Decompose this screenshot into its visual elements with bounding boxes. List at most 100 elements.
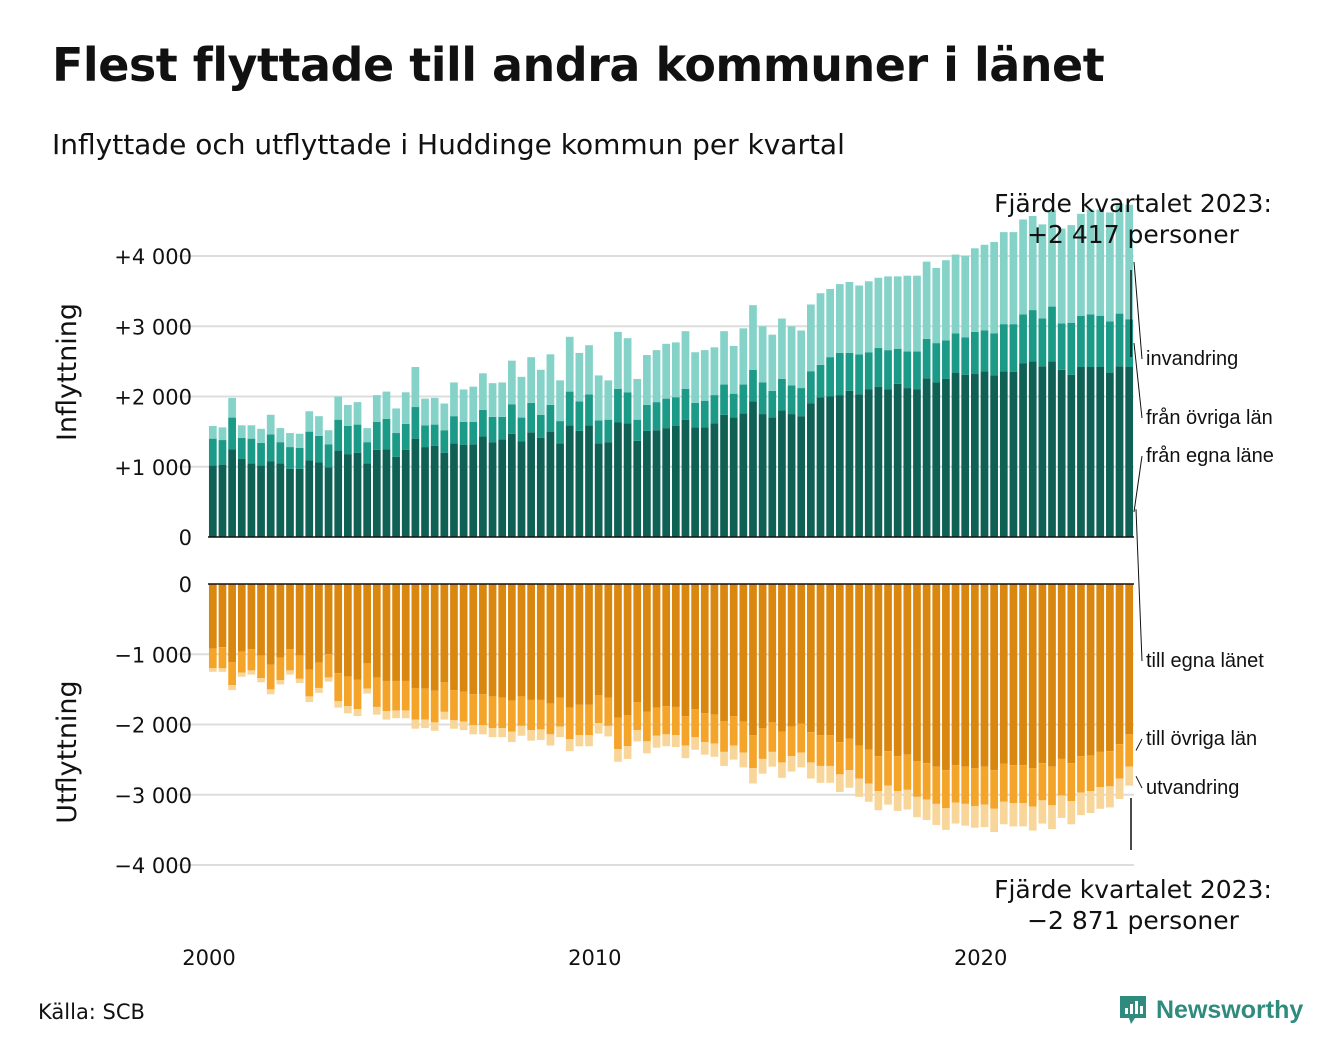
bar-utflytt-3 — [855, 778, 863, 797]
bar-inflytt-3 — [990, 241, 998, 334]
bar-inflytt-3 — [643, 355, 651, 405]
bar-utflytt-2 — [691, 709, 699, 738]
bar-utflytt-3 — [1028, 806, 1037, 831]
bar-utflytt-1 — [932, 584, 941, 767]
bar-inflytt-3 — [363, 428, 372, 443]
bar-inflytt-1 — [961, 374, 970, 537]
bar-utflytt-1 — [835, 584, 844, 743]
bar-inflytt-2 — [787, 385, 796, 415]
bar-utflytt-2 — [536, 699, 545, 730]
bar-inflytt-2 — [778, 378, 786, 411]
bar-inflytt-3 — [594, 375, 603, 421]
bar-inflytt-2 — [671, 397, 680, 427]
bar-inflytt-2 — [961, 337, 970, 375]
chart-subtitle: Inflyttade och utflyttade i Huddinge kom… — [52, 128, 845, 161]
bar-inflytt-2 — [479, 409, 487, 437]
bar-inflytt-3 — [421, 398, 429, 426]
bar-inflytt-3 — [382, 391, 391, 419]
bar-utflytt-3 — [565, 739, 574, 752]
bar-utflytt-3 — [208, 668, 217, 672]
bar-inflytt-2 — [932, 343, 941, 383]
bar-inflytt-2 — [1057, 323, 1066, 370]
bar-utflytt-1 — [1028, 584, 1037, 769]
bar-utflytt-2 — [990, 770, 998, 809]
bar-inflytt-3 — [1106, 212, 1114, 322]
bar-inflytt-1 — [218, 464, 227, 537]
y-tick-label: 0 — [179, 526, 192, 550]
bar-utflytt-3 — [257, 678, 265, 683]
bar-inflytt-2 — [585, 394, 593, 426]
bar-utflytt-3 — [864, 783, 873, 802]
bar-inflytt-1 — [662, 428, 671, 537]
bar-inflytt-2 — [893, 348, 902, 384]
bar-inflytt-3 — [430, 397, 439, 425]
bar-utflytt-3 — [479, 725, 487, 735]
bar-inflytt-3 — [440, 403, 449, 431]
series-label: till övriga län — [1146, 728, 1257, 750]
bar-utflytt-2 — [372, 677, 381, 707]
bar-inflytt-1 — [401, 449, 410, 537]
bar-inflytt-3 — [479, 373, 487, 410]
bar-utflytt-2 — [671, 706, 680, 736]
bar-utflytt-3 — [922, 799, 931, 821]
bar-utflytt-3 — [237, 672, 246, 677]
bar-utflytt-1 — [604, 584, 613, 698]
bar-utflytt-1 — [594, 584, 603, 695]
bar-inflytt-1 — [1028, 361, 1037, 537]
bar-inflytt-2 — [884, 350, 892, 390]
y-tick-label: 0 — [179, 573, 192, 597]
bar-utflytt-3 — [536, 729, 545, 740]
bar-inflytt-1 — [797, 416, 806, 537]
bar-utflytt-2 — [787, 726, 796, 757]
bar-utflytt-2 — [633, 702, 642, 731]
bar-utflytt-3 — [652, 735, 661, 748]
bar-inflytt-1 — [507, 433, 516, 537]
bar-utflytt-1 — [942, 584, 950, 771]
bar-inflytt-1 — [681, 419, 690, 537]
bar-utflytt-2 — [835, 742, 844, 775]
bar-utflytt-2 — [565, 707, 574, 740]
bar-utflytt-3 — [826, 765, 835, 783]
bar-inflytt-3 — [768, 334, 777, 391]
bar-utflytt-2 — [864, 749, 873, 784]
bar-inflytt-2 — [517, 417, 526, 442]
bar-utflytt-1 — [430, 584, 439, 691]
y-axis-title-out: Utflyttning — [52, 680, 83, 823]
bar-inflytt-2 — [575, 401, 584, 431]
bar-inflytt-1 — [1096, 366, 1105, 537]
bar-utflytt-2 — [1048, 766, 1056, 806]
bar-utflytt-3 — [324, 677, 333, 682]
bar-utflytt-2 — [614, 717, 622, 750]
bar-inflytt-3 — [999, 232, 1008, 325]
bar-utflytt-2 — [344, 676, 352, 707]
bar-utflytt-2 — [700, 713, 709, 743]
bar-inflytt-1 — [970, 374, 979, 537]
bar-utflytt-3 — [1009, 803, 1018, 827]
bar-utflytt-3 — [286, 670, 294, 675]
bar-utflytt-2 — [430, 690, 439, 723]
bar-utflytt-2 — [1077, 756, 1085, 793]
bar-inflytt-3 — [276, 428, 285, 443]
bar-inflytt-3 — [614, 331, 622, 389]
bar-utflytt-1 — [498, 584, 507, 698]
newsworthy-logo-icon — [1120, 996, 1146, 1024]
label-leader — [1133, 261, 1143, 360]
bar-inflytt-1 — [999, 371, 1008, 537]
bar-inflytt-2 — [729, 393, 738, 418]
bar-inflytt-3 — [208, 426, 217, 439]
bar-utflytt-3 — [951, 802, 960, 824]
bar-utflytt-1 — [778, 584, 786, 732]
bar-inflytt-2 — [1019, 314, 1027, 364]
bar-inflytt-1 — [1048, 361, 1056, 537]
bar-utflytt-2 — [479, 694, 487, 726]
bar-utflytt-1 — [218, 584, 227, 648]
bar-inflytt-1 — [315, 462, 323, 537]
bar-utflytt-1 — [324, 584, 333, 655]
bar-utflytt-2 — [807, 732, 815, 763]
bar-utflytt-1 — [257, 584, 265, 656]
bar-inflytt-1 — [1115, 366, 1124, 537]
bar-utflytt-3 — [594, 723, 603, 734]
bar-inflytt-2 — [498, 416, 507, 440]
bar-inflytt-3 — [749, 305, 757, 370]
bar-utflytt-1 — [546, 584, 555, 704]
